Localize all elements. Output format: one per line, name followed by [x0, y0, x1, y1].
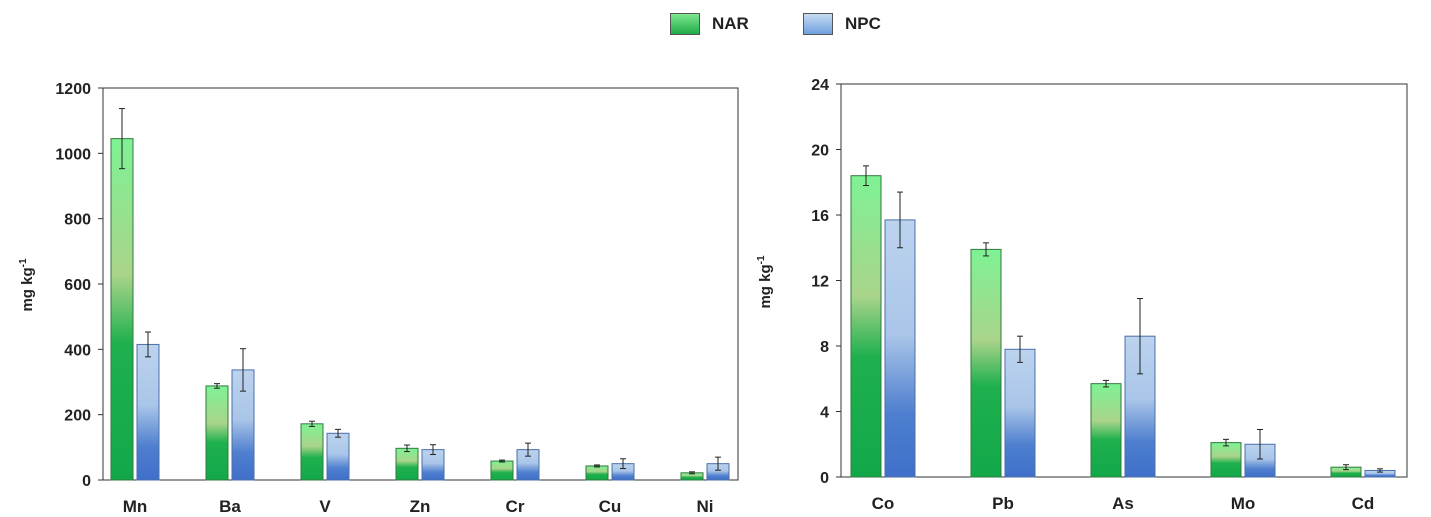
- legend-swatch-npc: [803, 13, 833, 35]
- y-tick-label: 24: [811, 77, 829, 94]
- legend-item-nar: NAR: [670, 13, 749, 35]
- y-tick-label: 1000: [55, 146, 91, 163]
- y-axis-label: mg kg-1: [18, 258, 36, 312]
- bar-npc-pb: [1004, 348, 1036, 478]
- x-tick-label-zn: Zn: [410, 497, 431, 516]
- bar-nar-zn: [395, 447, 419, 481]
- y-tick-label: 20: [811, 143, 829, 160]
- legend-label-npc: NPC: [845, 14, 881, 33]
- bar-nar-cu: [585, 465, 609, 481]
- y-tick-label: 200: [64, 408, 91, 425]
- y-tick-label: 12: [811, 274, 829, 291]
- y-tick-label: 800: [64, 212, 91, 229]
- y-tick-label: 0: [820, 470, 829, 487]
- x-tick-label-ba: Ba: [219, 497, 241, 516]
- bar-nar-pb: [970, 248, 1002, 478]
- plot-area-frame: [102, 87, 739, 481]
- bar-nar-co: [850, 175, 882, 478]
- x-tick-label-cu: Cu: [599, 497, 622, 516]
- y-tick-label: 8: [820, 339, 829, 356]
- legend-item-npc: NPC: [803, 13, 881, 35]
- bar-nar-as: [1090, 383, 1122, 478]
- chart-panel-right: 0 4 8 12 16 20 24 mg kg-1 Co Pb As Mo Cd: [756, 77, 1408, 513]
- y-tick-label: 400: [64, 342, 91, 359]
- x-tick-label-ni: Ni: [697, 497, 714, 516]
- y-tick-label: 600: [64, 277, 91, 294]
- bar-npc-co: [884, 219, 916, 478]
- y-tick-label: 0: [82, 473, 91, 490]
- x-tick-label-mo: Mo: [1231, 494, 1256, 513]
- bar-nar-mo: [1210, 442, 1242, 478]
- legend-label-nar: NAR: [712, 14, 749, 33]
- x-tick-label-cr: Cr: [506, 497, 525, 516]
- legend: NAR NPC: [0, 10, 1431, 40]
- chart-panel-left: 0 200 400 600 800 1000 1200 mg kg-1 Mn Ba V Zn Cr Cu N…: [18, 81, 739, 516]
- y-tick-label: 4: [820, 405, 829, 422]
- bar-nar-v: [300, 423, 324, 481]
- x-tick-label-as: As: [1112, 494, 1134, 513]
- bar-nar-cr: [490, 460, 514, 481]
- bar-npc-v: [326, 432, 350, 481]
- bar-nar-ba: [205, 385, 229, 481]
- y-tick-label: 16: [811, 208, 829, 225]
- y-axis-label: mg kg-1: [756, 255, 774, 309]
- x-tick-label-cd: Cd: [1352, 494, 1375, 513]
- legend-swatch-nar: [670, 13, 700, 35]
- x-tick-label-v: V: [319, 497, 331, 516]
- plot-area-frame: [840, 83, 1408, 478]
- x-tick-label-co: Co: [872, 494, 895, 513]
- y-tick-label: 1200: [55, 81, 91, 98]
- bar-npc-mn: [136, 343, 160, 481]
- bar-nar-mn: [110, 138, 134, 481]
- x-tick-label-mn: Mn: [123, 497, 148, 516]
- x-tick-label-pb: Pb: [992, 494, 1014, 513]
